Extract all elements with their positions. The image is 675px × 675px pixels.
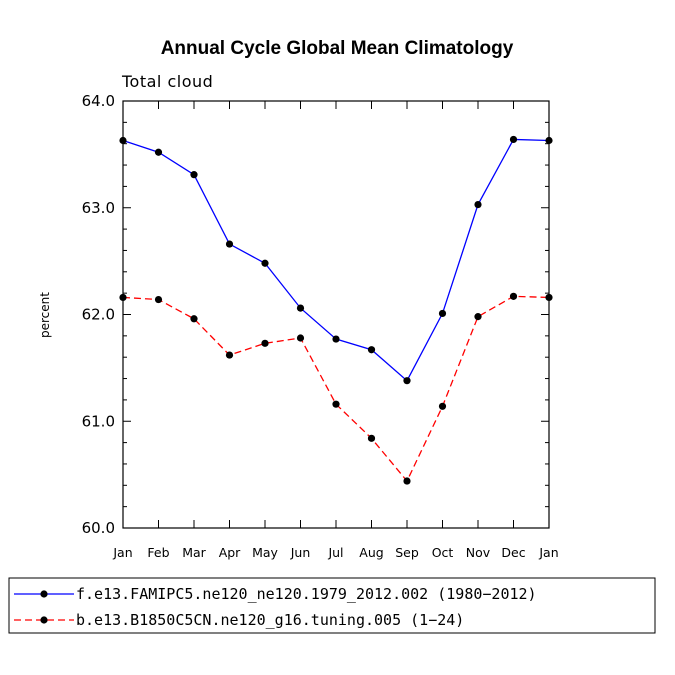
series-2-point	[509, 292, 518, 300]
series-2-point	[154, 295, 163, 304]
series-1-point	[474, 200, 482, 209]
series-layer	[119, 135, 553, 485]
x-tick-label: Nov	[466, 545, 491, 560]
x-tick-label: Feb	[147, 545, 169, 560]
y-axis-label: percent	[38, 292, 52, 338]
x-tick-label: Apr	[219, 545, 241, 560]
x-tick-label: Jan	[112, 545, 132, 560]
legend-label-1: f.e13.FAMIPC5.ne120_ne120.1979_2012.002 …	[76, 585, 537, 603]
legend: f.e13.FAMIPC5.ne120_ne120.1979_2012.002 …	[8, 577, 656, 634]
series-1-point	[367, 346, 376, 354]
x-tick-label: Aug	[359, 545, 383, 560]
series-1-point	[119, 136, 127, 145]
series-2-point	[474, 313, 482, 321]
series-2-point	[367, 434, 376, 442]
series-2	[119, 292, 553, 485]
y-tick-label: 61.0	[82, 412, 115, 430]
chart-title: Annual Cycle Global Mean Climatology	[161, 38, 514, 59]
series-1-point	[154, 148, 163, 156]
series-1-point	[190, 171, 198, 179]
series-1-point	[509, 135, 518, 144]
series-2-point	[332, 400, 340, 408]
series-1-point	[332, 335, 340, 343]
series-1	[119, 135, 553, 385]
series-2-point	[438, 402, 447, 410]
x-tick-label: Mar	[182, 545, 206, 560]
x-tick-label: Jul	[327, 545, 343, 560]
y-tick-label: 60.0	[82, 519, 115, 537]
x-tick-label: Dec	[501, 545, 525, 560]
axes: 60.0 61.0 62.0 63.0 64.0 Jan Feb Mar Apr May Jun Ju…	[82, 92, 559, 560]
series-2-point	[190, 315, 198, 323]
series-1-point	[545, 136, 553, 145]
legend-marker-2	[40, 616, 48, 624]
legend-marker-1	[40, 590, 48, 598]
series-1-point	[403, 377, 411, 385]
x-tick-label: Oct	[432, 545, 454, 560]
y-tick-label: 64.0	[82, 92, 115, 110]
legend-box	[8, 577, 656, 634]
x-tick-label: Jun	[290, 545, 311, 560]
series-2-point	[296, 334, 305, 342]
legend-label-2: b.e13.B1850C5CN.ne120_g16.tuning.005 (1−…	[76, 611, 464, 629]
series-1-point	[261, 259, 269, 267]
series-1-point	[296, 304, 305, 312]
y-tick-label: 63.0	[82, 199, 115, 217]
x-tick-label: Jan	[538, 545, 558, 560]
x-tick-label: May	[252, 545, 278, 560]
series-2-line	[122, 295, 550, 483]
series-1-point	[225, 240, 234, 248]
series-2-point	[119, 293, 127, 302]
x-tick-label: Sep	[395, 545, 419, 560]
series-2-point	[261, 339, 269, 347]
series-1-point	[438, 309, 447, 318]
series-2-point	[403, 477, 411, 485]
series-2-point	[545, 293, 553, 302]
series-2-point	[225, 351, 234, 359]
series-1-line	[122, 138, 550, 382]
y-tick-label: 62.0	[82, 306, 115, 324]
chart-subtitle: Total cloud	[121, 72, 213, 91]
